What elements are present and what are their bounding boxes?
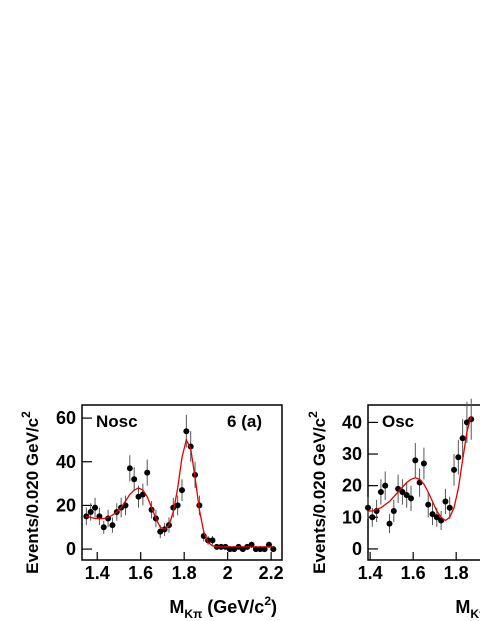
- data-point: [399, 488, 406, 495]
- x-label-sub: Kπ: [184, 607, 202, 621]
- data-point: [412, 457, 419, 464]
- data-point: [248, 541, 255, 548]
- data-point: [96, 513, 103, 520]
- chart-title: Nosc: [96, 412, 138, 431]
- data-point: [100, 524, 107, 531]
- y-axis-label: Events/0.020 GeV/c2: [306, 411, 329, 574]
- data-point: [408, 495, 415, 502]
- y-label-text: Events/0.020 GeV/c: [310, 418, 329, 574]
- data-point: [126, 465, 133, 472]
- fit-line: [86, 438, 274, 548]
- y-tick-label: 0: [66, 539, 76, 559]
- data-point: [386, 520, 393, 527]
- x-tick-label: 2.2: [259, 563, 284, 583]
- y-label-sup: 2: [19, 411, 33, 418]
- data-point: [226, 546, 233, 553]
- data-point: [459, 435, 466, 442]
- plot-frame: [81, 404, 283, 561]
- data-point: [131, 476, 138, 483]
- x-label-sup: 2: [264, 594, 271, 608]
- x-tick-label: 1.6: [128, 563, 153, 583]
- data-point: [377, 488, 384, 495]
- x-label-sub: Kπ: [470, 607, 480, 621]
- data-point: [87, 508, 94, 515]
- data-point: [442, 498, 449, 505]
- y-tick-label: 40: [342, 412, 362, 432]
- chart-title: Osc: [382, 412, 414, 431]
- data-point: [252, 546, 259, 553]
- y-label-text: Events/0.020 GeV/c: [23, 418, 42, 574]
- x-label-text: ): [271, 597, 277, 617]
- data-point: [174, 502, 181, 509]
- data-point: [433, 514, 440, 521]
- annotation: 6 (a): [227, 412, 262, 431]
- data-point: [209, 537, 216, 544]
- data-point: [455, 454, 462, 461]
- x-axis-label: MKπ (GeV/c2): [169, 594, 277, 621]
- y-tick-label: 60: [56, 408, 76, 428]
- data-point: [369, 514, 376, 521]
- y-tick-label: 40: [56, 452, 76, 472]
- y-label-sup: 2: [306, 411, 320, 418]
- y-axis-label: Events/0.020 GeV/c2: [19, 411, 42, 574]
- y-tick-label: 20: [342, 476, 362, 496]
- y-tick-label: 0: [352, 539, 362, 559]
- data-point: [420, 460, 427, 467]
- x-label-text: M: [455, 597, 470, 617]
- x-tick-label: 1.4: [85, 563, 110, 583]
- data-point: [179, 487, 185, 494]
- data-point: [183, 428, 190, 435]
- data-point: [92, 504, 99, 511]
- data-point: [446, 504, 453, 511]
- x-tick-label: 1.4: [358, 563, 383, 583]
- y-tick-label: 20: [56, 495, 76, 515]
- data-point: [270, 546, 277, 553]
- x-tick-label: 1.8: [444, 563, 469, 583]
- fit-line: [368, 415, 472, 522]
- y-tick-label: 30: [342, 444, 362, 464]
- x-tick-label: 2: [223, 563, 233, 583]
- y-tick-label: 10: [342, 507, 362, 527]
- data-point: [109, 522, 116, 529]
- data-point: [429, 511, 436, 518]
- data-point: [425, 501, 432, 508]
- data-point: [382, 482, 389, 489]
- data-point: [261, 546, 268, 553]
- x-tick-label: 1.6: [401, 563, 426, 583]
- data-point: [257, 546, 264, 553]
- x-label-text: (GeV/c: [202, 597, 264, 617]
- data-point: [451, 466, 458, 473]
- plot-frame: [367, 404, 480, 561]
- data-point: [390, 507, 397, 514]
- x-tick-label: 1.8: [172, 563, 197, 583]
- x-label-text: M: [169, 597, 184, 617]
- data-point: [144, 469, 151, 476]
- data-point: [265, 541, 272, 548]
- data-point: [365, 504, 371, 511]
- x-axis-label: MKπ (GeV/c2): [455, 594, 480, 621]
- data-point: [403, 492, 410, 499]
